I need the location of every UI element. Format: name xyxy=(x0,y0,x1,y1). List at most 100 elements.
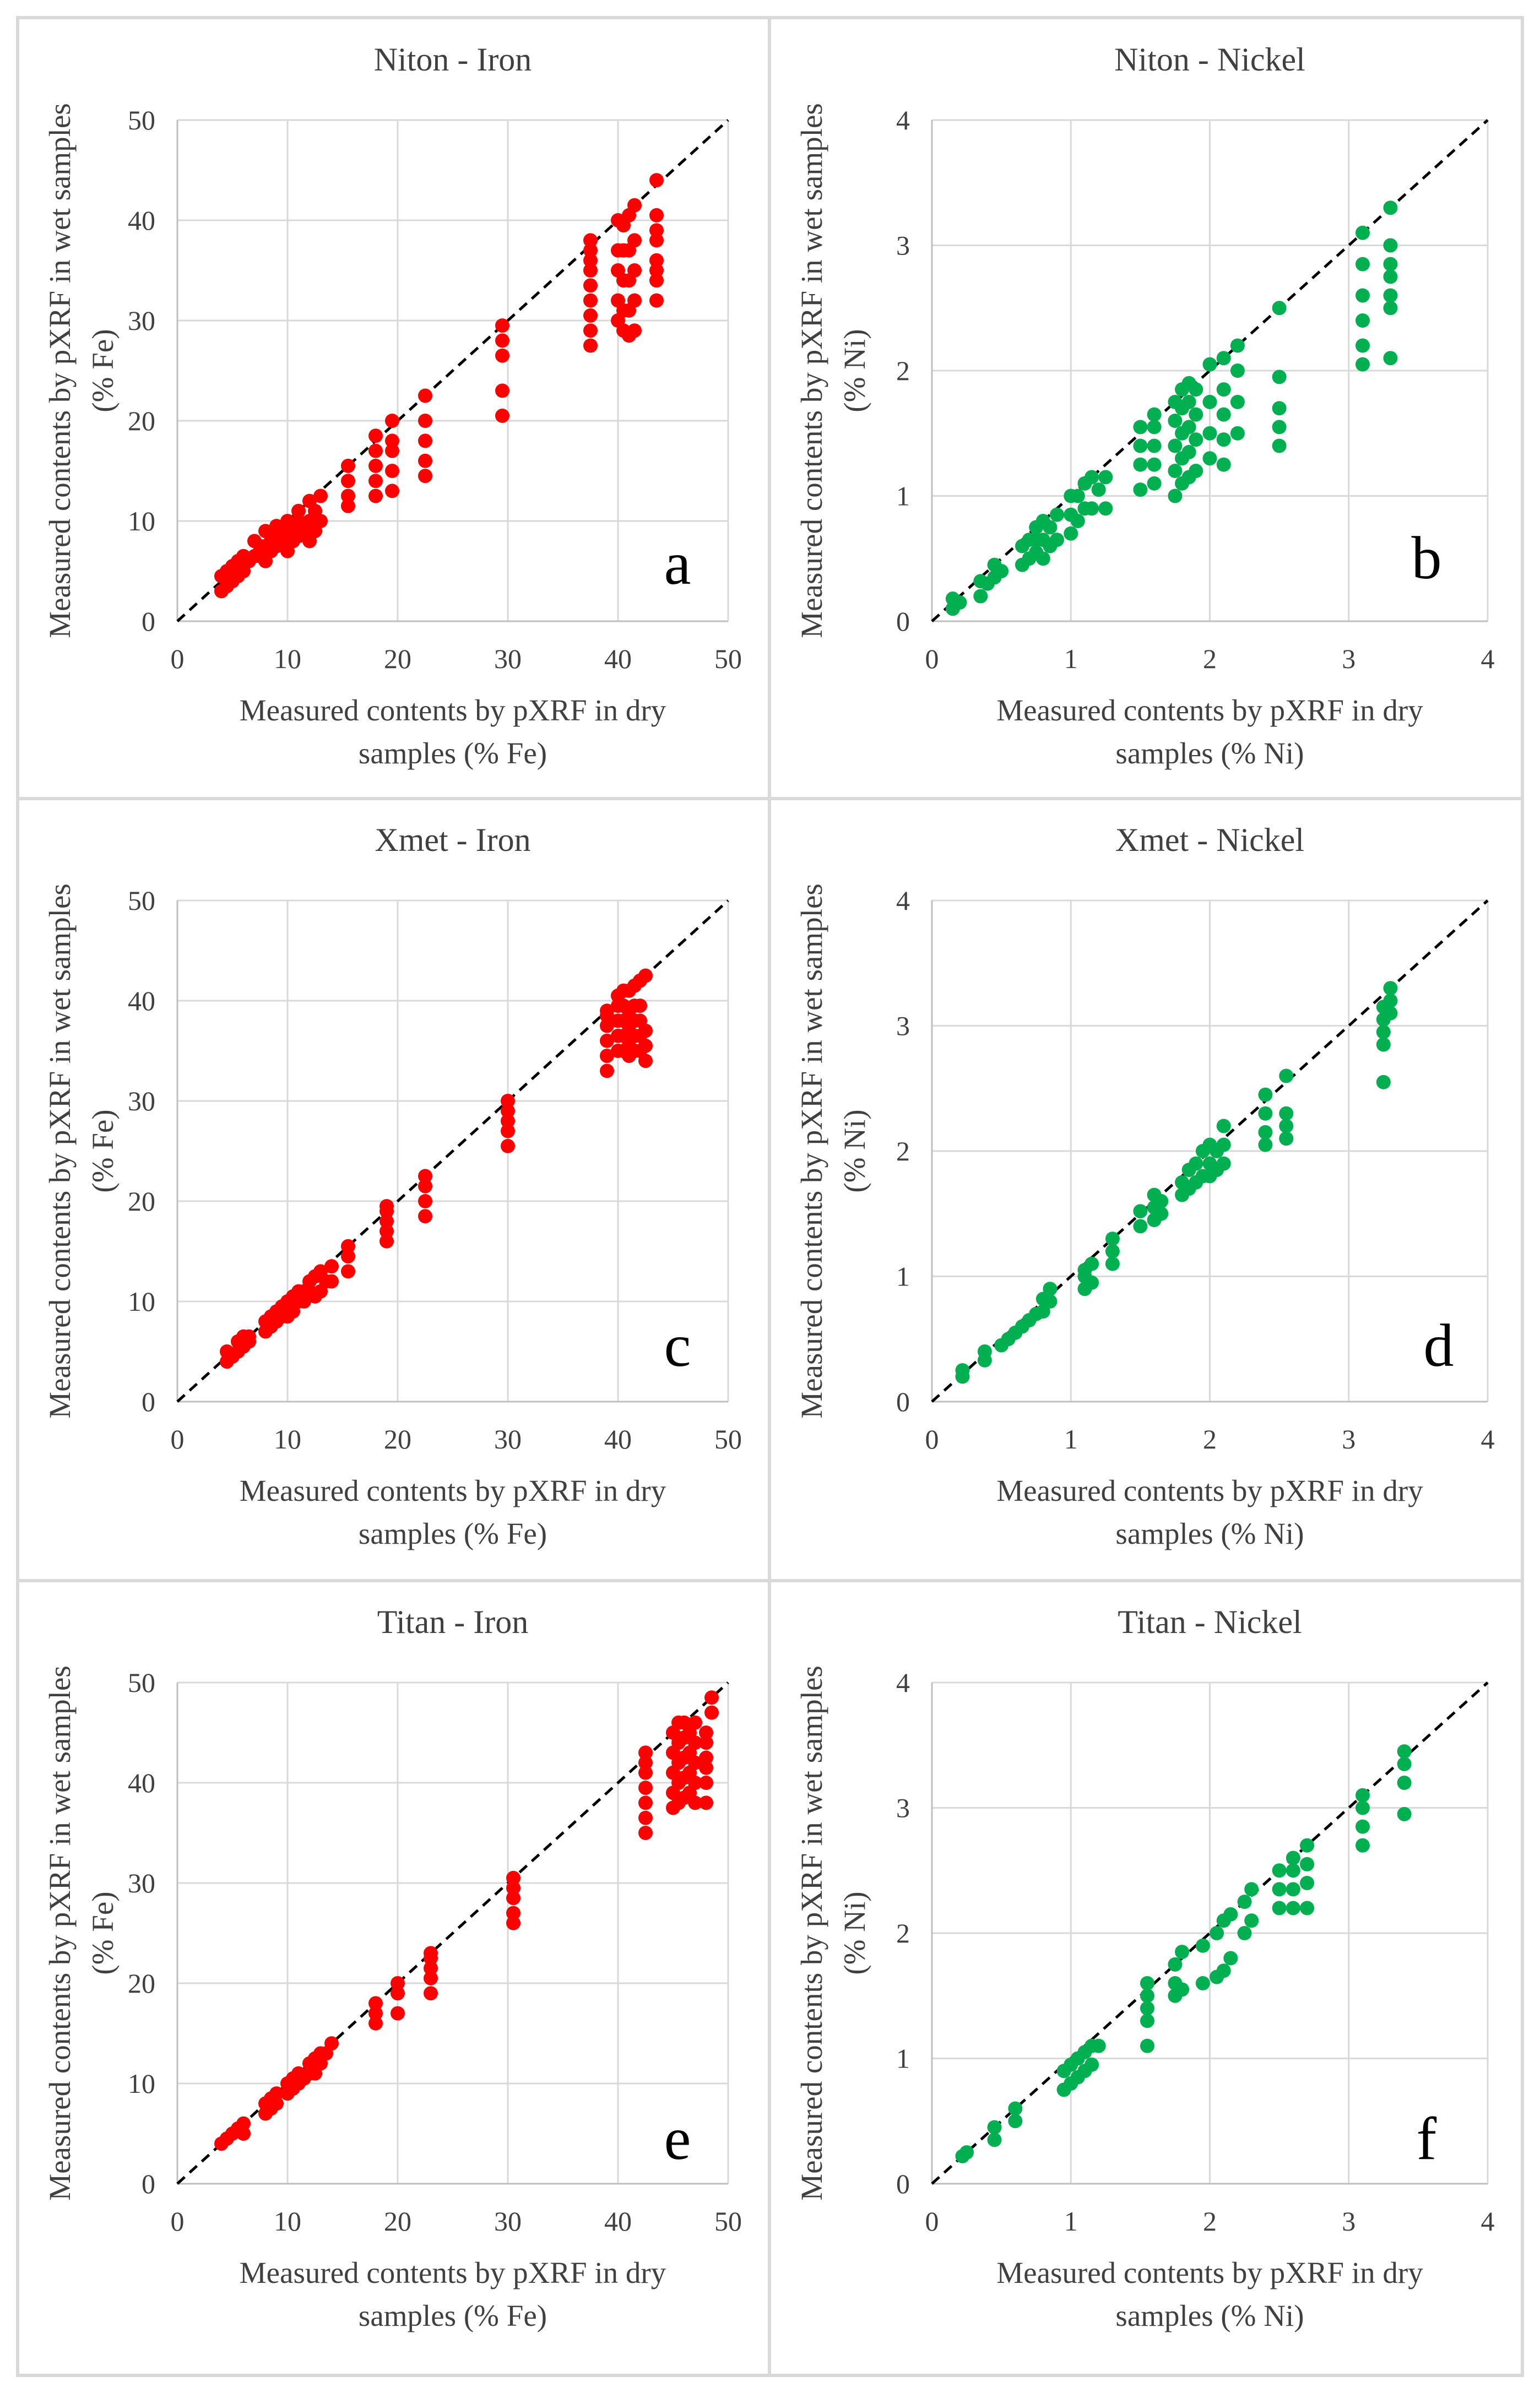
data-point xyxy=(699,1725,713,1740)
data-point xyxy=(1397,1776,1412,1790)
y-tick-label: 50 xyxy=(128,105,155,135)
data-point xyxy=(1168,464,1183,478)
x-tick-label: 2 xyxy=(1203,643,1217,674)
data-point xyxy=(649,253,664,268)
data-point xyxy=(1168,489,1183,503)
x-tick-label: 20 xyxy=(384,2206,411,2237)
panel-frame xyxy=(16,16,771,800)
data-point xyxy=(1140,1976,1154,1990)
data-point xyxy=(638,1023,653,1038)
x-axis-label: Measured contents by pXRF in dry xyxy=(996,2256,1423,2289)
panel-frame xyxy=(16,797,771,1582)
data-point xyxy=(501,1114,515,1128)
data-point xyxy=(1383,994,1398,1008)
data-point xyxy=(1043,520,1058,535)
data-point xyxy=(583,308,598,323)
panel-frame xyxy=(768,797,1524,1582)
data-point xyxy=(341,458,355,473)
data-point xyxy=(1098,501,1113,516)
data-point xyxy=(627,293,642,308)
data-point xyxy=(1355,1788,1370,1803)
y-axis-label: Measured contents by pXRF in wet samples xyxy=(795,883,828,1419)
data-point xyxy=(688,1795,702,1810)
y-tick-label: 0 xyxy=(896,606,910,637)
data-point xyxy=(1383,351,1398,366)
data-point xyxy=(1189,407,1203,422)
data-point xyxy=(385,433,399,448)
data-point xyxy=(418,453,432,468)
y-tick-label: 0 xyxy=(896,1386,910,1417)
data-point xyxy=(506,1870,520,1885)
data-point xyxy=(1202,426,1217,441)
panel-letter: a xyxy=(664,530,691,597)
data-point xyxy=(583,233,598,248)
panel-letter: b xyxy=(1412,524,1442,592)
data-point xyxy=(506,1916,520,1930)
chart-title: Titan - Nickel xyxy=(1118,1604,1302,1640)
data-point xyxy=(418,469,432,484)
x-axis-label: Measured contents by pXRF in dry xyxy=(996,1474,1423,1507)
data-point xyxy=(501,1124,515,1138)
data-point xyxy=(1133,420,1148,435)
data-point xyxy=(649,233,664,248)
x-tick-label: 30 xyxy=(494,2206,522,2237)
data-point xyxy=(1133,457,1148,472)
y-axis-label: (% Ni) xyxy=(838,1891,871,1974)
data-point xyxy=(638,968,653,983)
data-point xyxy=(1098,470,1113,485)
data-point xyxy=(583,243,598,258)
data-point xyxy=(704,1690,719,1705)
data-point xyxy=(1383,981,1398,996)
data-point xyxy=(242,1329,256,1344)
data-point xyxy=(1189,432,1203,447)
x-tick-label: 50 xyxy=(714,1424,742,1455)
x-tick-label: 10 xyxy=(274,643,301,674)
data-point xyxy=(1279,1131,1294,1146)
data-point xyxy=(418,414,432,428)
data-point xyxy=(1064,526,1078,541)
data-point xyxy=(368,2016,383,2031)
data-point xyxy=(1084,1275,1099,1290)
data-point xyxy=(495,333,509,348)
y-axis-label: Measured contents by pXRF in wet samples xyxy=(43,103,77,638)
x-tick-label: 20 xyxy=(384,1424,411,1455)
x-tick-label: 0 xyxy=(171,643,185,674)
data-point xyxy=(1397,1756,1412,1771)
y-axis-label: (% Ni) xyxy=(838,1109,871,1192)
data-point xyxy=(987,2120,1002,2135)
data-point xyxy=(418,388,432,403)
data-point xyxy=(391,1976,405,1990)
x-axis-label: Measured contents by pXRF in dry xyxy=(996,693,1423,727)
x-tick-label: 2 xyxy=(1203,2206,1217,2237)
data-point xyxy=(1154,1194,1169,1208)
x-tick-label: 10 xyxy=(274,1424,301,1455)
data-point xyxy=(424,1961,438,1976)
x-axis-label: samples (% Fe) xyxy=(359,736,547,770)
data-point xyxy=(324,1274,339,1289)
data-point xyxy=(1175,1982,1190,1997)
chart-title: Xmet - Iron xyxy=(375,822,530,858)
data-point xyxy=(1216,1137,1231,1152)
x-tick-label: 50 xyxy=(714,2206,742,2237)
x-tick-label: 40 xyxy=(604,643,632,674)
data-point xyxy=(1147,420,1162,435)
x-tick-label: 40 xyxy=(604,2206,632,2237)
data-point xyxy=(1202,357,1217,372)
data-point xyxy=(600,1033,614,1048)
data-point xyxy=(1279,1106,1294,1121)
x-tick-label: 0 xyxy=(925,643,939,674)
x-tick-label: 3 xyxy=(1342,643,1355,674)
x-axis-label: Measured contents by pXRF in dry xyxy=(240,1474,666,1507)
data-point xyxy=(1355,288,1370,303)
data-point xyxy=(385,443,399,458)
data-point xyxy=(1355,257,1370,272)
data-point xyxy=(600,1018,614,1033)
data-point xyxy=(368,474,383,489)
data-point xyxy=(1383,1006,1398,1021)
data-point xyxy=(649,208,664,223)
data-point xyxy=(1189,464,1203,478)
data-point xyxy=(1084,470,1099,485)
data-point xyxy=(1043,1294,1058,1309)
data-point xyxy=(1084,501,1099,516)
x-tick-label: 20 xyxy=(384,643,411,674)
